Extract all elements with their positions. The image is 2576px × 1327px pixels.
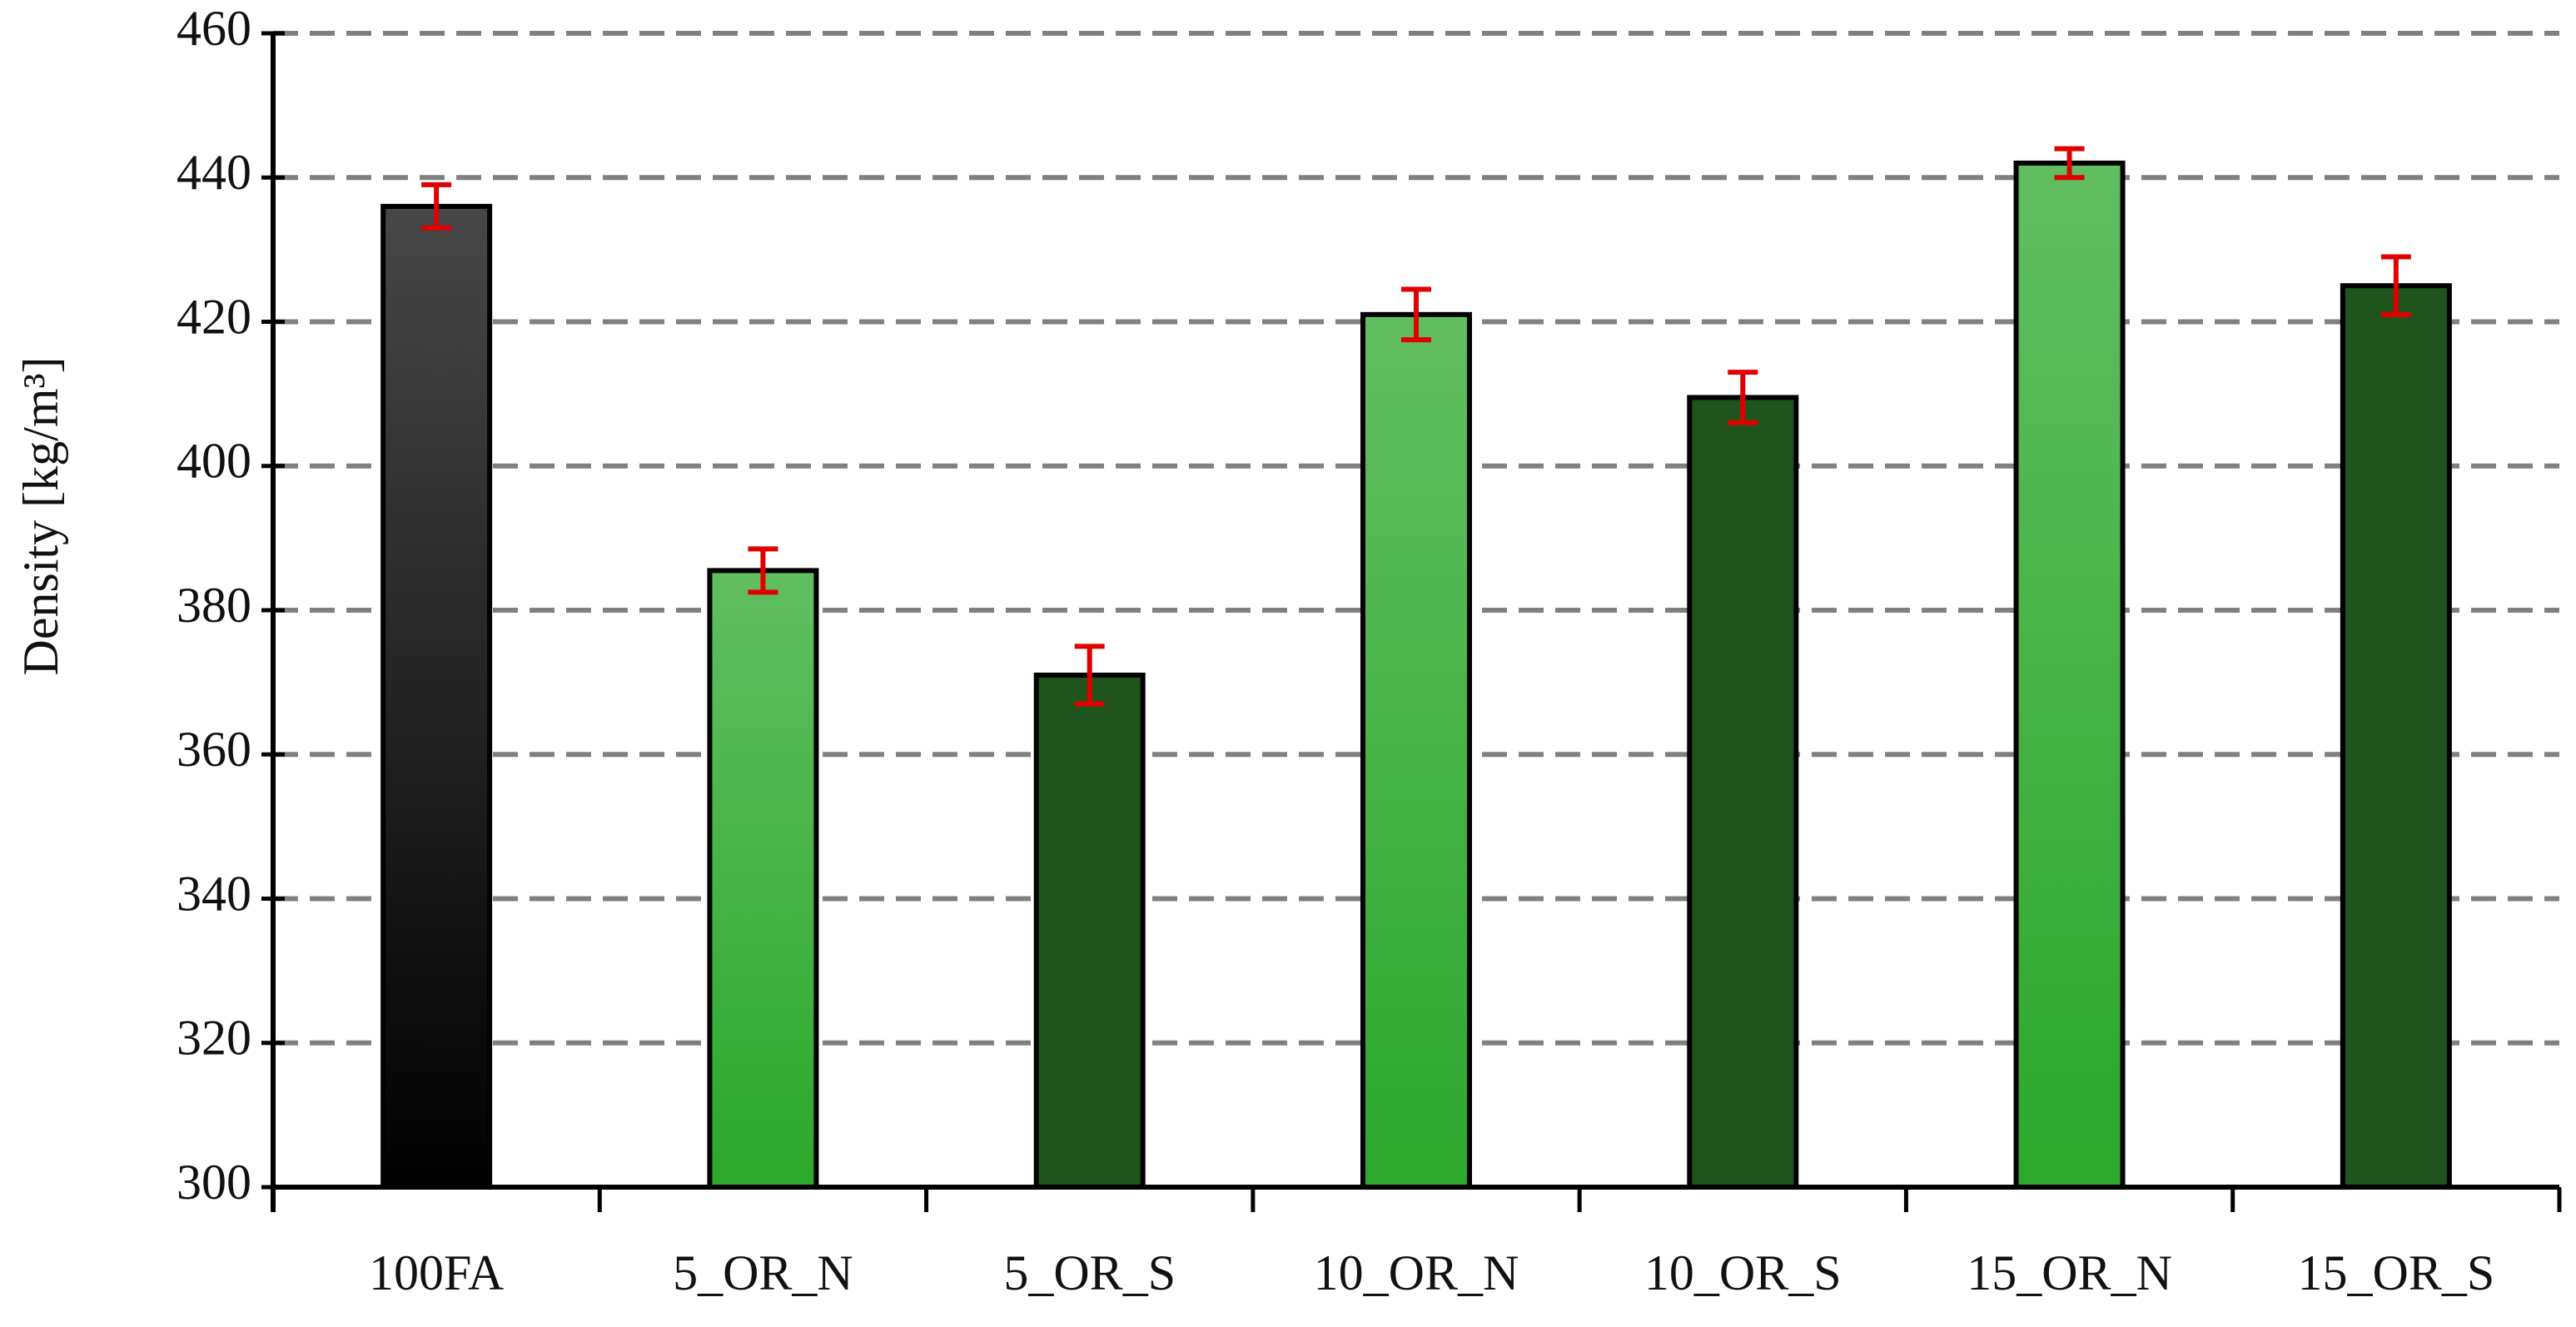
y-axis-label: Density [kg/m³] xyxy=(13,357,68,676)
x-tick-label: 15_OR_S xyxy=(2297,1245,2494,1300)
error-bar xyxy=(2380,254,2411,317)
y-tick-label: 440 xyxy=(177,145,251,200)
y-tick-label: 320 xyxy=(177,1011,251,1066)
error-bar xyxy=(421,181,452,231)
error-bar xyxy=(1728,370,1758,425)
x-tick-label: 10_OR_N xyxy=(1314,1245,1519,1300)
error-bar xyxy=(748,546,778,595)
bar xyxy=(1360,311,1472,1190)
y-tick-label: 340 xyxy=(177,866,251,921)
x-tick-label: 10_OR_S xyxy=(1644,1245,1842,1300)
y-tick-label: 420 xyxy=(177,289,251,344)
bar xyxy=(2340,283,2452,1190)
y-tick-label: 360 xyxy=(177,722,251,777)
bar xyxy=(380,203,493,1190)
y-tick-label: 460 xyxy=(177,1,251,56)
bar xyxy=(1033,672,1146,1190)
x-tick-label: 5_OR_N xyxy=(673,1245,853,1300)
y-tick-label: 300 xyxy=(177,1155,251,1210)
bar xyxy=(707,568,819,1190)
error-bar xyxy=(1074,644,1105,707)
y-tick-label: 380 xyxy=(177,578,251,633)
bar xyxy=(2013,160,2126,1190)
y-tick-label: 400 xyxy=(177,434,251,489)
x-tick-label: 5_OR_S xyxy=(1003,1245,1176,1300)
error-bar xyxy=(1401,286,1431,343)
error-bar xyxy=(2054,146,2085,181)
x-tick-label: 100FA xyxy=(369,1245,504,1300)
x-tick-label: 15_OR_N xyxy=(1967,1245,2172,1300)
bar xyxy=(1687,395,1799,1190)
